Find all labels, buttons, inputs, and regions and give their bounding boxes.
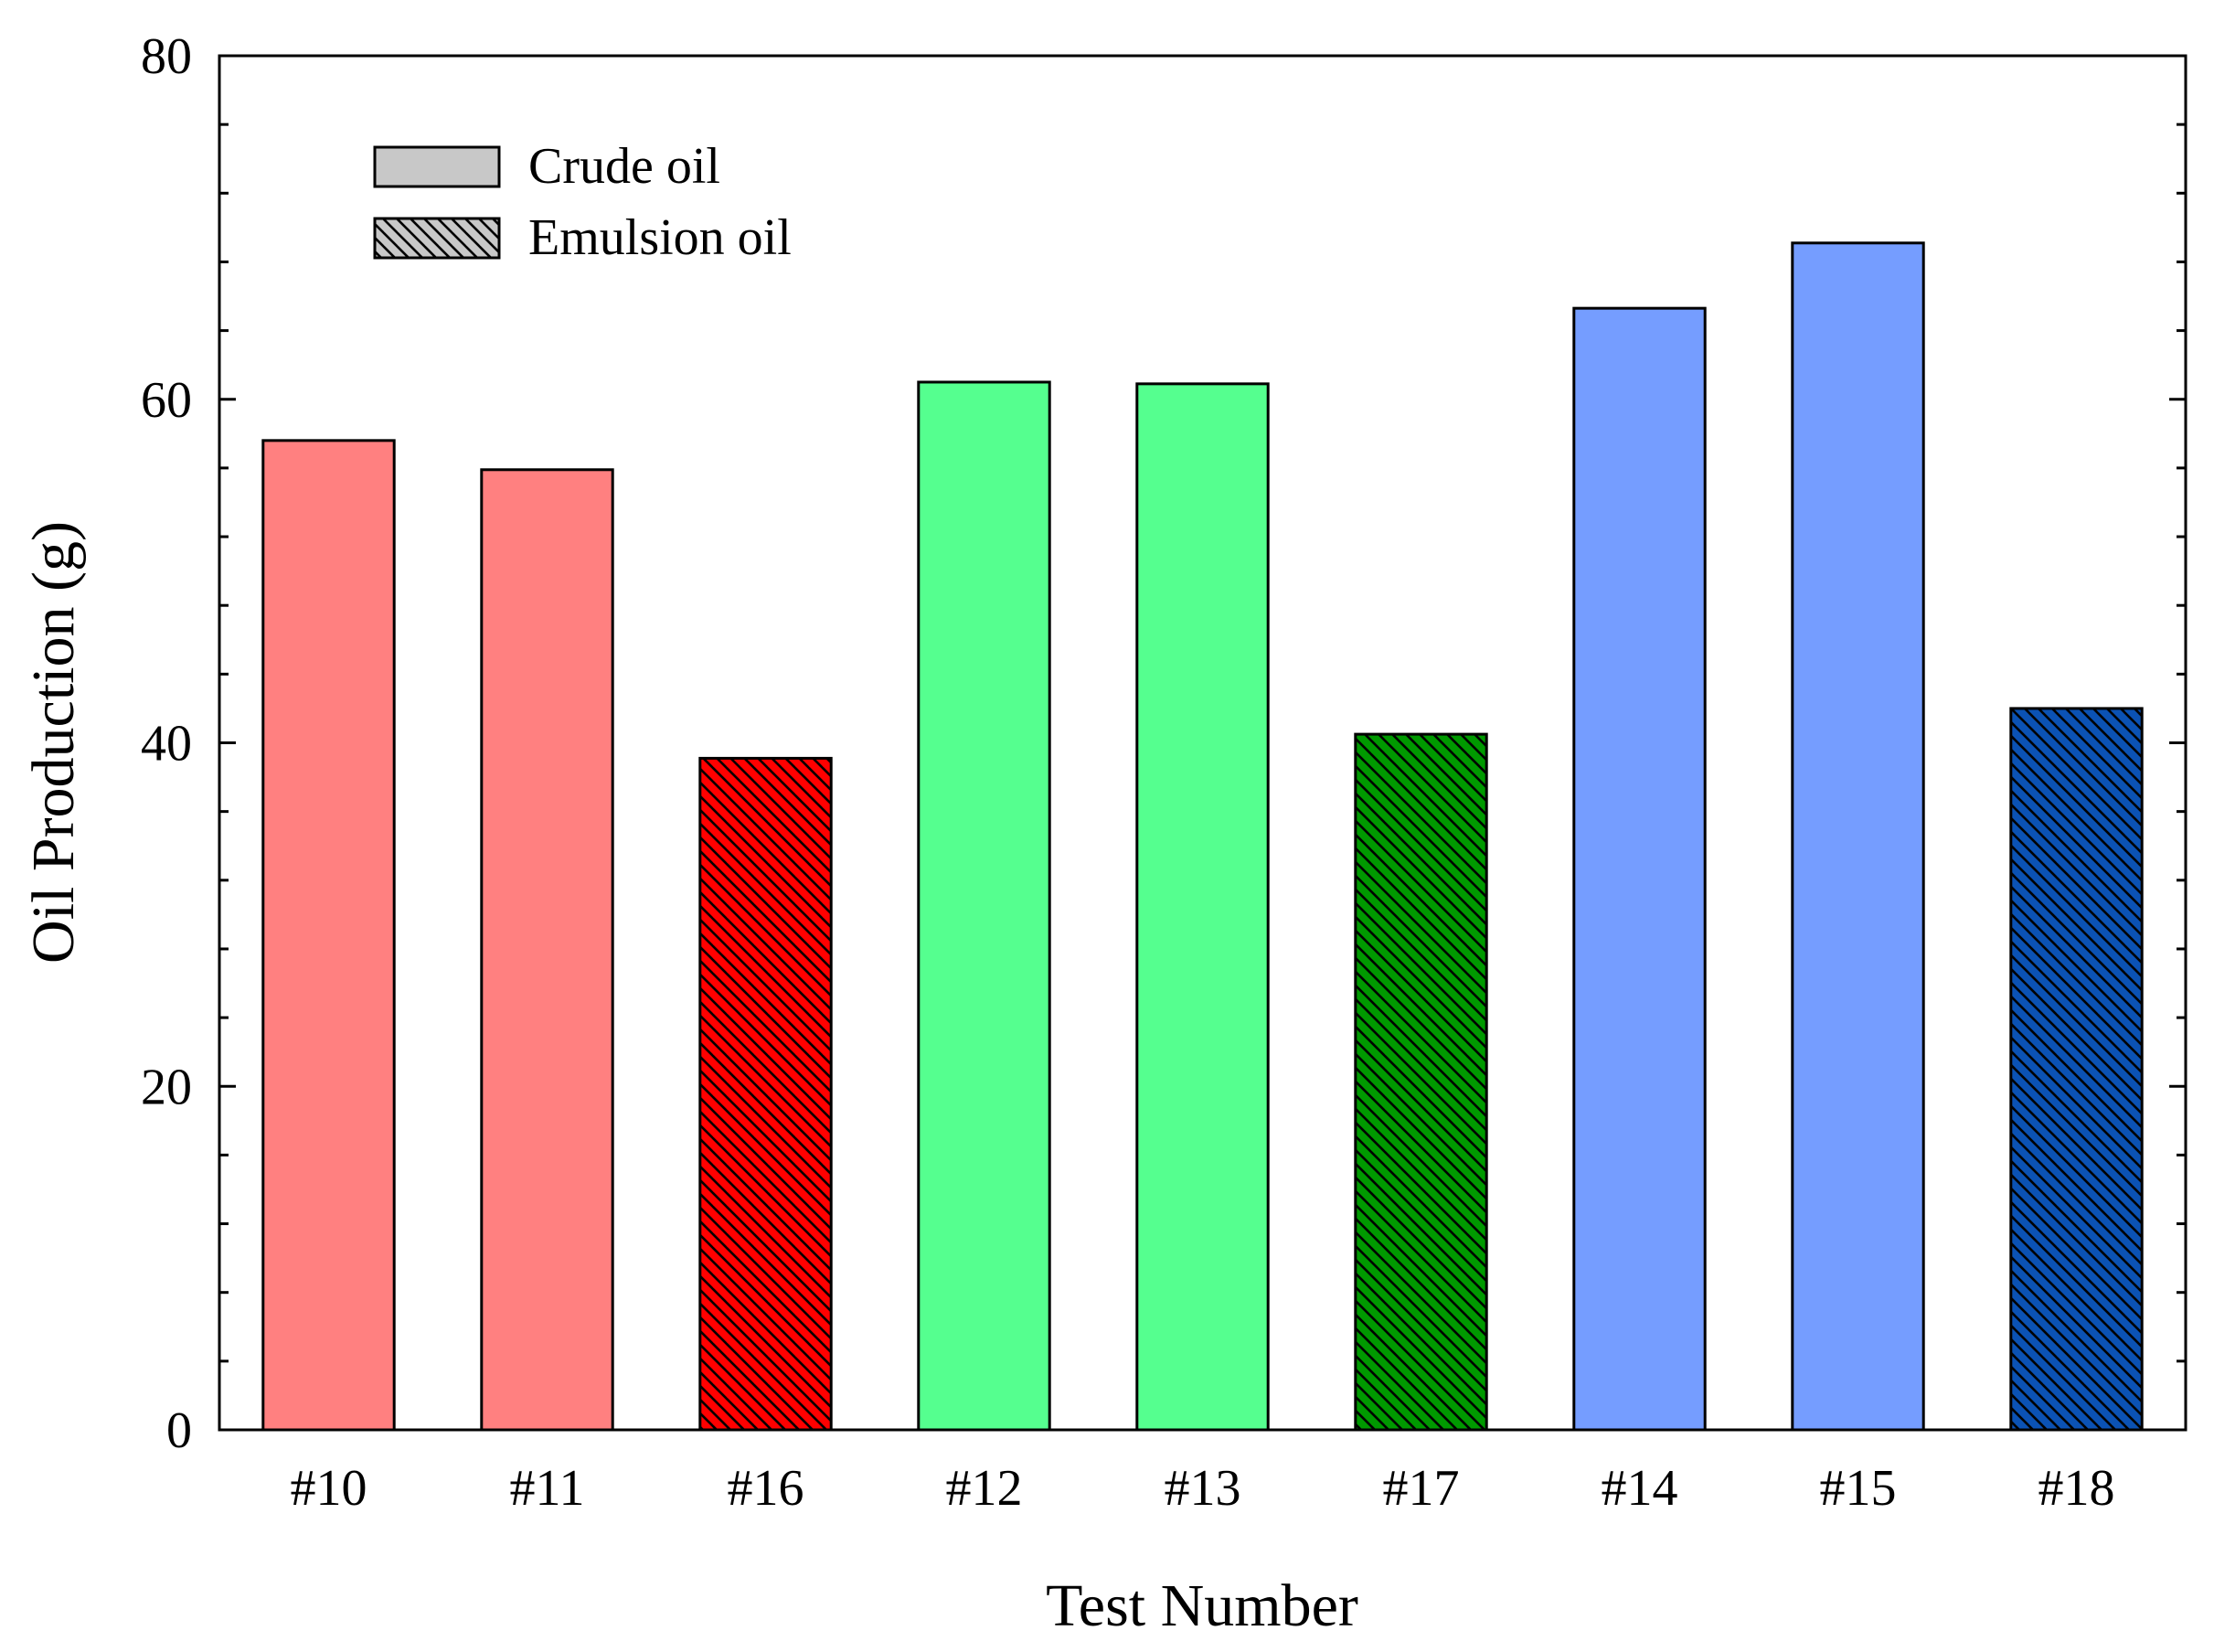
x-tick-label-16: #16 — [728, 1460, 804, 1517]
x-tick-label-10: #10 — [291, 1460, 367, 1517]
bar-15 — [1791, 241, 1925, 1432]
y-axis-title: Oil Production (g) — [20, 521, 87, 964]
y-tick-label-60: 60 — [141, 372, 192, 429]
x-tick-label-17: #17 — [1383, 1460, 1460, 1517]
x-tick-label-15: #15 — [1820, 1460, 1897, 1517]
legend: Crude oil Emulsion oil — [373, 138, 792, 266]
bar-11 — [480, 468, 614, 1432]
x-tick-label-11: #11 — [510, 1460, 585, 1517]
x-tick-label-12: #12 — [946, 1460, 1023, 1517]
bar-13 — [1135, 382, 1270, 1432]
bar-16 — [698, 756, 833, 1432]
legend-label-crude-oil: Crude oil — [528, 138, 720, 195]
x-tick-label-18: #18 — [2038, 1460, 2115, 1517]
y-tick-label-40: 40 — [141, 716, 192, 773]
x-tick-label-14: #14 — [1602, 1460, 1678, 1517]
x-tick-label-13: #13 — [1165, 1460, 1241, 1517]
x-axis-title: Test Number — [1046, 1572, 1358, 1639]
bar-10 — [261, 439, 396, 1432]
bar-12 — [917, 380, 1051, 1432]
y-tick-label-20: 20 — [141, 1059, 192, 1115]
y-tick-label-80: 80 — [141, 28, 192, 85]
ticks-layer — [219, 54, 2186, 1432]
bars-layer — [261, 241, 2144, 1432]
bar-18 — [2009, 707, 2144, 1432]
legend-swatch-emulsion-oil — [373, 217, 501, 260]
bar-14 — [1572, 306, 1707, 1432]
y-tick-label-0: 0 — [166, 1402, 192, 1459]
legend-swatch-crude-oil — [373, 145, 501, 188]
bar-17 — [1354, 732, 1488, 1432]
labels-layer: #10 #11 #16 #12 #13 #17 #14 #15 #18 0 20 40 60 80 — [141, 28, 2115, 1517]
legend-label-emulsion-oil: Emulsion oil — [528, 209, 792, 266]
